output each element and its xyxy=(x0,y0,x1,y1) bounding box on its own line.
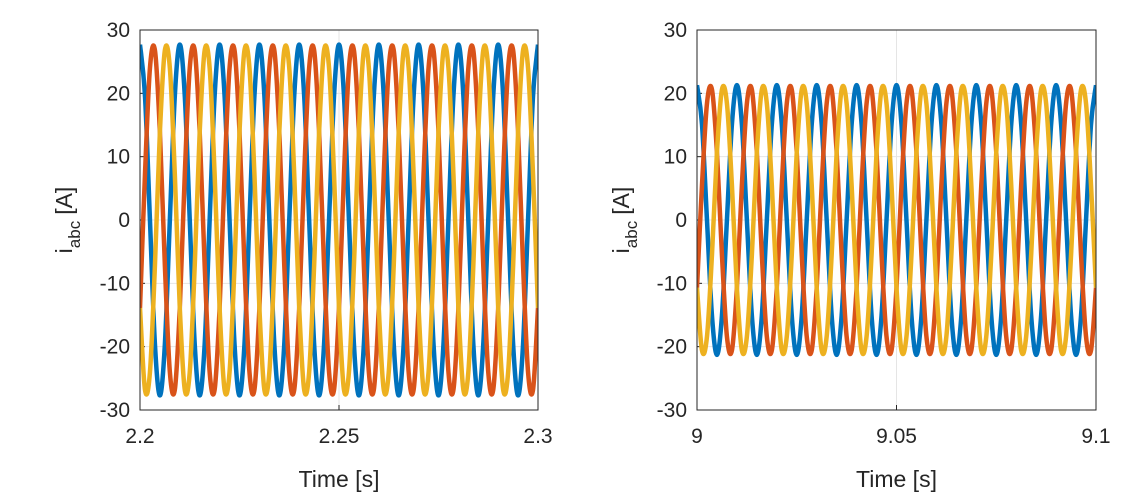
y-label-unit: [A] xyxy=(51,187,77,215)
y-tick-label: 20 xyxy=(107,82,130,105)
x-axis-label: Time [s] xyxy=(299,466,380,492)
y-tick-label: -20 xyxy=(657,336,687,359)
x-tick-label: 2.25 xyxy=(319,425,360,448)
y-tick-label: 30 xyxy=(664,19,687,42)
y-axis-label: iabc [A] xyxy=(608,187,641,254)
x-tick-label: 9 xyxy=(691,425,703,448)
y-tick-label: 0 xyxy=(675,209,687,232)
y-label-base: i xyxy=(51,248,77,253)
series-line xyxy=(697,83,1096,357)
series-line xyxy=(140,43,538,397)
y-tick-label: 20 xyxy=(664,82,687,105)
y-tick-label: -10 xyxy=(100,272,130,295)
y-label-unit: [A] xyxy=(608,187,634,215)
y-label-sub: abc xyxy=(65,220,84,248)
y-tick-label: -10 xyxy=(657,272,687,295)
y-tick-label: -30 xyxy=(100,399,130,422)
x-tick-label: 2.3 xyxy=(523,425,552,448)
axes-box xyxy=(696,29,1097,411)
y-tick-label: -30 xyxy=(657,399,687,422)
y-label-sub: abc xyxy=(622,220,641,248)
y-label-base: i xyxy=(608,248,634,253)
y-tick-label: 10 xyxy=(664,146,687,169)
y-tick-label: 0 xyxy=(118,209,130,232)
x-axis-label: Time [s] xyxy=(856,466,937,492)
axes: 30 20 10 0 -10 -20 -30 2.2 2.25 2.3 Time [s] iabc [A… xyxy=(51,19,553,492)
y-tick-label: 10 xyxy=(107,146,130,169)
y-tick-label: -20 xyxy=(100,336,130,359)
axes-box xyxy=(139,29,539,411)
y-tick-label: 30 xyxy=(107,19,130,42)
y-axis-label: iabc [A] xyxy=(51,187,84,254)
x-tick-label: 9.1 xyxy=(1081,425,1110,448)
x-tick-label: 9.05 xyxy=(876,425,917,448)
axes: 30 20 10 0 -10 -20 -309 9.05 9.1 Time [s] iabc [A] xyxy=(608,19,1111,492)
x-tick-label: 2.2 xyxy=(125,425,154,448)
